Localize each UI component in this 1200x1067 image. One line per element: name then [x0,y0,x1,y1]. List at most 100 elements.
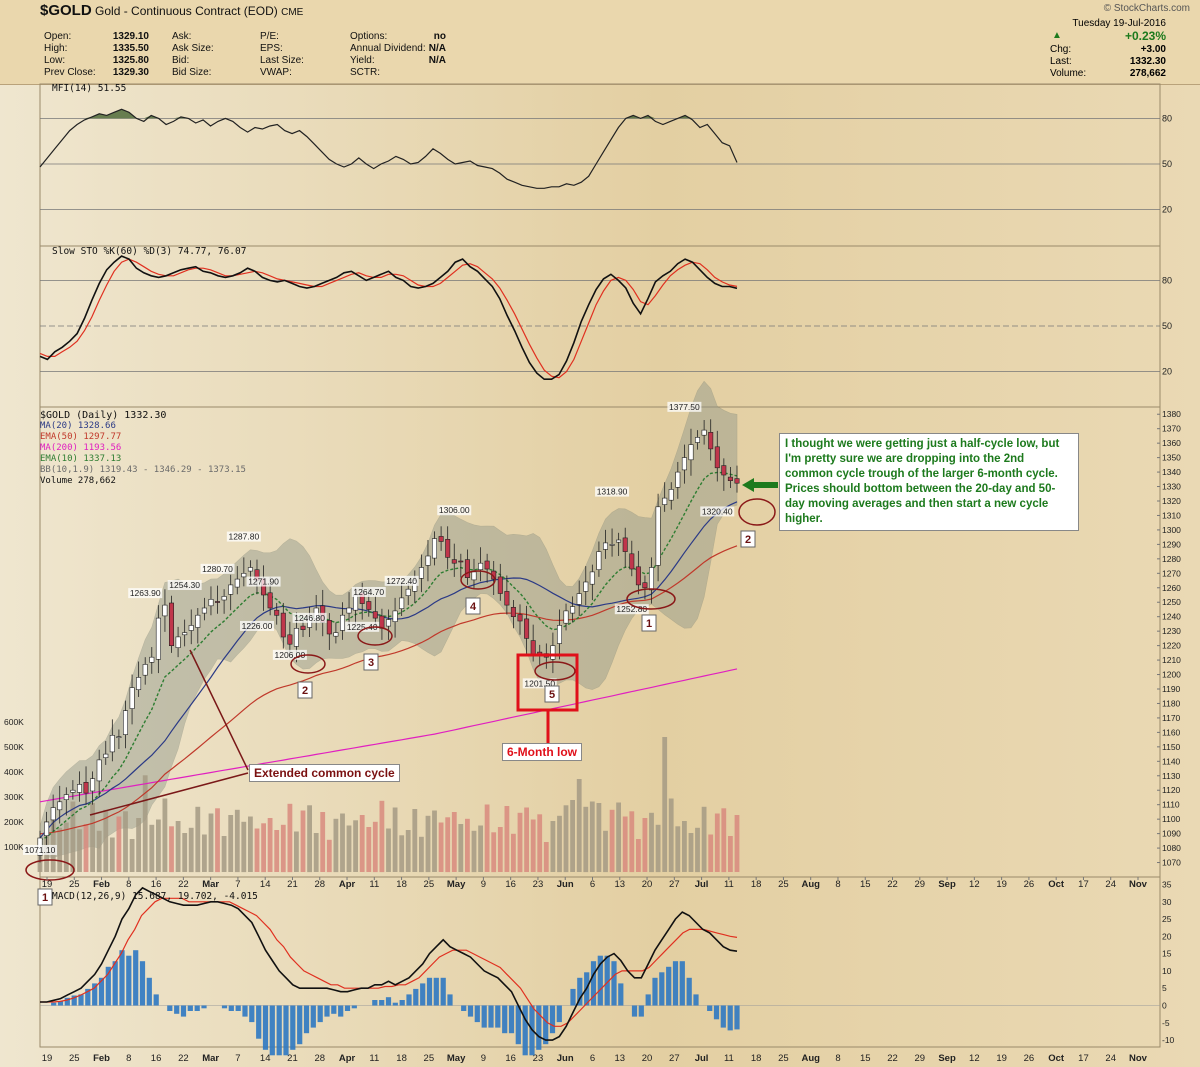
high-row: High: 1335.50 [44,43,149,55]
cycle-number-box-5 [641,614,657,632]
volume-bar [156,819,161,872]
macd-histogram-bar [426,977,433,1006]
x-tick-price-30: 15 [860,879,871,890]
volume-bar [622,816,628,872]
volume-bar [346,825,352,872]
volume-bar [451,812,457,872]
candle-body [484,560,490,570]
eps-label: EPS: [260,43,283,54]
candle-body [596,551,602,570]
candle-body [609,544,615,546]
volume-bar [267,818,273,872]
macd-histogram-bar [187,1005,193,1011]
volume-bar [195,806,201,873]
macd-histogram-bar [707,1005,713,1011]
sto-tick-80: 80 [1162,275,1172,285]
dividend-value: N/A [428,43,446,54]
candle-body [129,687,135,709]
vwap-label: VWAP: [260,67,292,78]
macd-histogram-bar [303,1005,310,1034]
candle-body [510,606,516,617]
price-tick-1200: 1200 [1162,670,1181,680]
x-tick-macd-9: 21 [287,1053,298,1064]
volume-bar [609,809,615,873]
candle-body [274,609,280,616]
cycle-oval-0 [25,859,75,881]
price-tick-1210: 1210 [1162,655,1181,665]
price-tick-1110: 1110 [1162,800,1180,810]
price-tick-1130: 1130 [1162,771,1181,781]
macd-histogram-bar [235,1005,241,1011]
candle-body [688,444,694,461]
quote-col3: P/E: EPS: Last Size: VWAP: [260,31,304,79]
macd-line [40,886,738,1041]
volume-bar [234,809,240,873]
volume-bar [307,805,312,873]
x-tick-price-26: 18 [751,879,762,890]
volume-bar [530,819,536,872]
x-tick-price-28: Aug [801,879,820,890]
prevclose-label: Prev Close: [44,67,96,78]
macd-histogram-bar [372,1000,378,1006]
price-label-bg [292,612,327,623]
x-tick-macd-7: 7 [235,1053,240,1064]
candle-body [182,632,188,636]
volume-bar [386,828,391,872]
price-tick-1100: 1100 [1162,814,1181,824]
quote-col4: Options: no Annual Dividend: N/A Yield: N/A… [350,31,446,79]
macd-histogram-bar [597,955,603,1006]
x-tick-macd-39: 24 [1105,1053,1116,1064]
last-size-label: Last Size: [260,55,304,66]
cycle-oval-4 [534,661,576,681]
x-tick-price-36: 26 [1024,879,1035,890]
macd-tick-20: 20 [1162,931,1172,941]
x-tick-macd-2: Feb [93,1053,110,1064]
candle-body [293,627,299,647]
volume-bar [353,820,358,872]
sto-tick-20: 20 [1162,367,1172,377]
macd-histogram-bar [71,995,77,1006]
price-label-1318.90: 1318.90 [597,487,628,497]
volume-value: 278,662 [1129,68,1166,79]
x-tick-macd-34: 12 [969,1053,980,1064]
macd-histogram-bar [406,994,412,1006]
x-tick-price-14: 25 [424,879,435,890]
x-tick-macd-18: 23 [533,1053,544,1064]
volume-bar [392,807,398,872]
macd-histogram-bar [481,1005,487,1028]
options-value: no [433,31,446,42]
x-tick-macd-29: 8 [835,1053,840,1064]
macd-tick-25: 25 [1162,914,1172,924]
brand-watermark[interactable]: © StockCharts.com [1103,3,1190,14]
macd-histogram-bar [221,1005,228,1009]
cycle-number-5: 1 [646,618,652,630]
macd-histogram-bar [331,1005,337,1014]
volume-bar [596,803,602,872]
candle-body [708,431,714,450]
volume-bar [50,815,56,873]
macd-histogram-bar [57,1001,64,1006]
macd-histogram-bar [269,1005,275,1056]
volume-bar [326,839,332,873]
price-tick-1380: 1380 [1162,409,1181,419]
candle-body [215,601,221,603]
candle-body [478,562,484,571]
macd-histogram-bar [249,1005,255,1023]
x-tick-price-23: 27 [669,879,680,890]
x-tick-price-40: Nov [1129,879,1148,890]
macd-histogram-bar [727,1005,733,1031]
x-tick-price-17: 16 [505,879,516,890]
candle-body [188,625,194,631]
macd-histogram-bar [119,950,125,1006]
volume-bar [83,824,89,872]
x-tick-macd-0: 19 [42,1053,53,1064]
macd-histogram-bar [228,1005,234,1011]
x-tick-macd-40: Nov [1129,1053,1148,1064]
candle-body [405,588,411,597]
quote-date: Tuesday 19-Jul-2016 [1072,18,1166,29]
x-tick-macd-16: 9 [481,1053,486,1064]
candle-body [648,567,654,591]
volume-bar [471,830,477,873]
macd-histogram-bar [262,1005,269,1050]
candle-body [83,781,89,794]
